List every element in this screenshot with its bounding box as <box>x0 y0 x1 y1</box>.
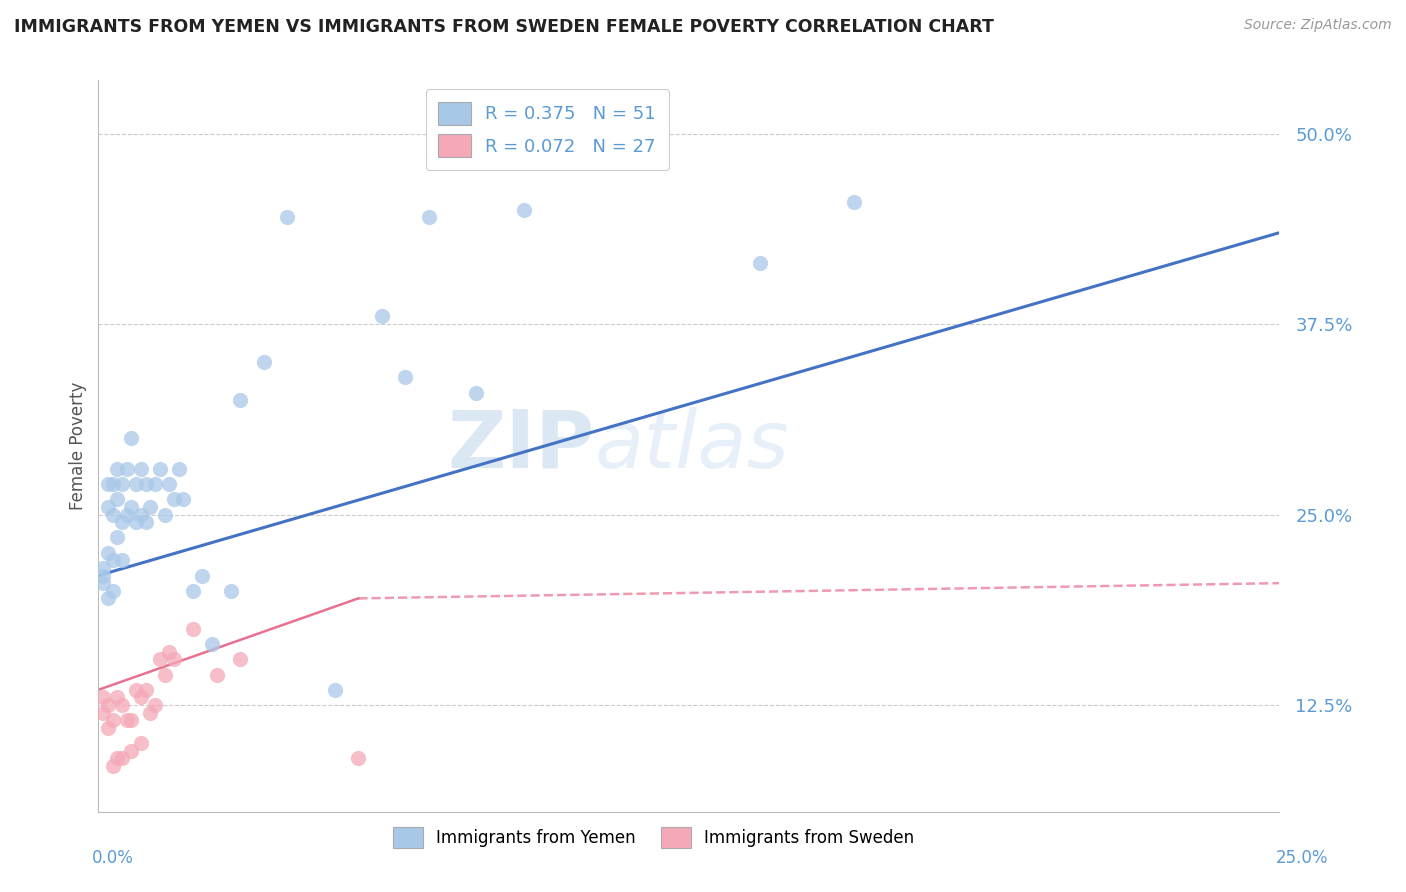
Point <box>512 202 534 217</box>
Point <box>191 568 214 582</box>
Point <box>101 714 124 728</box>
Text: 25.0%: 25.0% <box>1277 849 1329 867</box>
Point <box>135 477 157 491</box>
Point <box>91 576 114 591</box>
Point <box>129 736 152 750</box>
Y-axis label: Female Poverty: Female Poverty <box>69 382 87 510</box>
Point <box>149 652 172 666</box>
Point <box>97 477 120 491</box>
Point <box>129 462 152 476</box>
Point <box>157 645 180 659</box>
Point <box>163 492 186 507</box>
Point <box>219 583 242 598</box>
Point <box>91 690 114 705</box>
Point <box>129 690 152 705</box>
Point <box>105 751 128 765</box>
Point <box>111 515 134 529</box>
Point <box>139 706 162 720</box>
Point <box>135 682 157 697</box>
Point <box>276 211 298 225</box>
Point <box>105 530 128 544</box>
Point <box>111 477 134 491</box>
Point <box>97 591 120 606</box>
Point <box>139 500 162 514</box>
Point <box>153 667 176 681</box>
Point <box>105 690 128 705</box>
Point <box>323 682 346 697</box>
Point <box>465 385 488 400</box>
Point <box>105 492 128 507</box>
Text: IMMIGRANTS FROM YEMEN VS IMMIGRANTS FROM SWEDEN FEMALE POVERTY CORRELATION CHART: IMMIGRANTS FROM YEMEN VS IMMIGRANTS FROM… <box>14 18 994 36</box>
Point <box>97 698 120 712</box>
Point <box>125 477 148 491</box>
Point <box>111 553 134 567</box>
Point <box>181 622 204 636</box>
Point <box>115 714 138 728</box>
Point <box>91 568 114 582</box>
Point <box>121 500 143 514</box>
Point <box>97 546 120 560</box>
Point <box>125 515 148 529</box>
Point <box>205 667 228 681</box>
Point <box>91 706 114 720</box>
Point <box>418 211 440 225</box>
Point <box>121 431 143 445</box>
Point <box>121 744 143 758</box>
Point <box>97 721 120 735</box>
Point <box>153 508 176 522</box>
Point <box>201 637 224 651</box>
Point <box>101 583 124 598</box>
Point <box>560 134 582 148</box>
Point <box>91 561 114 575</box>
Text: atlas: atlas <box>595 407 789 485</box>
Point <box>129 508 152 522</box>
Point <box>105 462 128 476</box>
Point <box>97 500 120 514</box>
Point <box>394 370 416 384</box>
Point <box>143 698 166 712</box>
Legend: Immigrants from Yemen, Immigrants from Sweden: Immigrants from Yemen, Immigrants from S… <box>387 820 921 855</box>
Point <box>101 508 124 522</box>
Point <box>143 477 166 491</box>
Point <box>172 492 194 507</box>
Point <box>101 759 124 773</box>
Text: 0.0%: 0.0% <box>91 849 134 867</box>
Point <box>167 462 190 476</box>
Point <box>149 462 172 476</box>
Point <box>101 477 124 491</box>
Point <box>135 515 157 529</box>
Point <box>111 698 134 712</box>
Point <box>115 508 138 522</box>
Point <box>253 355 276 369</box>
Point <box>125 682 148 697</box>
Point <box>163 652 186 666</box>
Point <box>111 751 134 765</box>
Point <box>229 652 252 666</box>
Point <box>101 553 124 567</box>
Point <box>181 583 204 598</box>
Point <box>844 195 866 210</box>
Text: Source: ZipAtlas.com: Source: ZipAtlas.com <box>1244 18 1392 32</box>
Point <box>347 751 370 765</box>
Point <box>229 393 252 408</box>
Point <box>157 477 180 491</box>
Point <box>115 462 138 476</box>
Point <box>371 310 394 324</box>
Point <box>748 256 770 270</box>
Point <box>121 714 143 728</box>
Text: ZIP: ZIP <box>447 407 595 485</box>
